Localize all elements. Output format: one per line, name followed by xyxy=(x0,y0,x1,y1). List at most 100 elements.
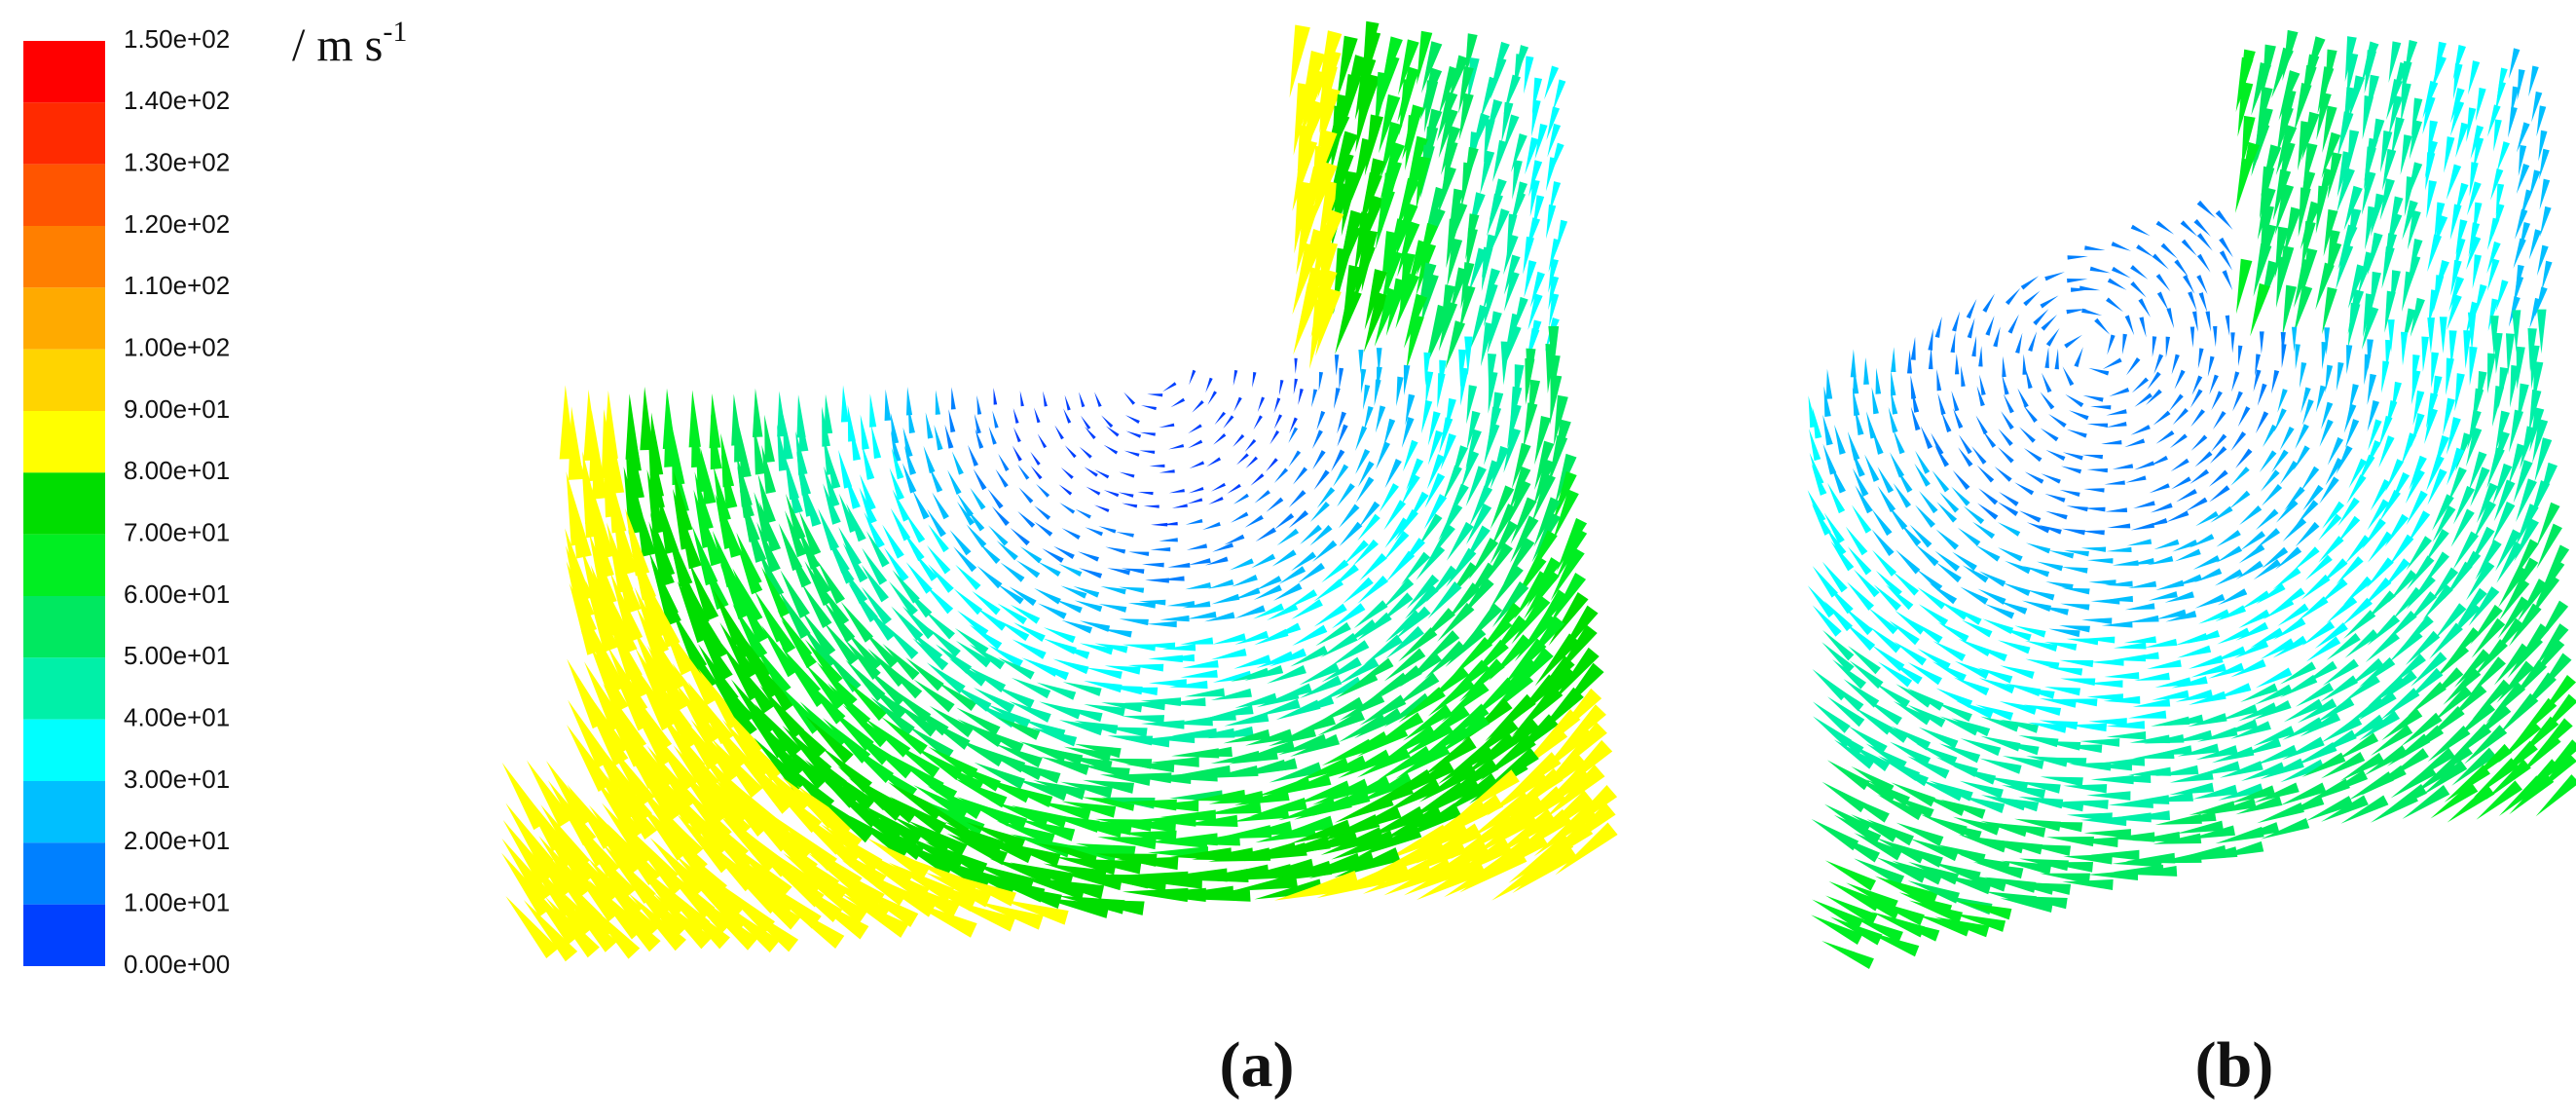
vector xyxy=(1978,571,2006,587)
vector xyxy=(2314,696,2355,724)
vector xyxy=(666,524,693,587)
vector xyxy=(1438,108,1458,159)
vector xyxy=(2322,769,2369,798)
vector xyxy=(904,511,926,543)
vector xyxy=(1150,522,1168,527)
vector xyxy=(947,469,962,495)
vector xyxy=(1086,667,1122,680)
vector xyxy=(1438,503,1463,541)
vector xyxy=(1292,243,1320,316)
vector xyxy=(2089,266,2111,274)
vector xyxy=(2080,546,2107,552)
vector xyxy=(2517,579,2548,623)
vector xyxy=(1437,742,1494,785)
vector xyxy=(670,893,730,950)
vector xyxy=(699,507,723,567)
vector xyxy=(1234,605,1266,619)
vector xyxy=(2026,589,2055,601)
vector xyxy=(1971,521,1996,540)
vector xyxy=(2496,541,2524,583)
vector xyxy=(2301,620,2336,647)
vector xyxy=(2517,69,2525,101)
vector xyxy=(956,797,1013,827)
vector xyxy=(2432,494,2454,531)
vector xyxy=(1823,386,1831,418)
vector xyxy=(1406,458,1424,491)
vector xyxy=(1321,559,1349,583)
vector xyxy=(1833,739,1875,769)
vector xyxy=(736,532,762,586)
vector xyxy=(1084,680,1122,693)
vector xyxy=(719,815,779,873)
vector xyxy=(1244,665,1284,682)
vector xyxy=(692,526,718,586)
vector xyxy=(1976,465,1995,483)
vector xyxy=(2508,443,2526,487)
vector xyxy=(1189,461,1205,469)
vector xyxy=(1417,30,1433,85)
vector xyxy=(927,785,982,820)
vector xyxy=(2472,254,2483,289)
vector xyxy=(2134,672,2170,681)
vector xyxy=(630,857,686,917)
vector xyxy=(1844,794,1890,823)
vector xyxy=(2516,163,2530,195)
vector xyxy=(1312,450,1326,470)
vector xyxy=(2103,695,2141,704)
vector xyxy=(1893,429,1905,455)
vector xyxy=(2217,627,2251,645)
vector xyxy=(2520,426,2536,470)
vector xyxy=(2277,603,2309,626)
vector xyxy=(2466,560,2495,601)
vector xyxy=(1251,553,1276,569)
vector xyxy=(648,521,675,587)
vector xyxy=(891,447,904,480)
vector xyxy=(2107,523,2131,529)
vector xyxy=(1915,450,1931,474)
vector xyxy=(1207,579,1234,589)
vector xyxy=(2302,484,2324,511)
vector xyxy=(1078,568,1103,579)
vector xyxy=(2365,205,2377,250)
vector xyxy=(1308,851,1376,879)
vector xyxy=(1400,551,1431,585)
vector xyxy=(2405,630,2441,665)
vector xyxy=(799,621,836,669)
vector xyxy=(710,737,763,799)
vector xyxy=(2370,725,2413,756)
vector xyxy=(2337,168,2355,213)
vector xyxy=(974,413,981,434)
vector xyxy=(1231,511,1249,523)
colorbar-bin xyxy=(23,842,105,905)
vector xyxy=(2475,540,2502,580)
vector xyxy=(2517,122,2530,153)
vector xyxy=(1423,494,1448,530)
vector xyxy=(2262,483,2283,506)
vector xyxy=(2132,832,2181,842)
vector xyxy=(1405,114,1420,171)
vector xyxy=(1975,415,1988,435)
vector xyxy=(975,428,984,449)
vector xyxy=(1295,852,1362,878)
vector xyxy=(609,571,644,643)
vector xyxy=(2083,829,2131,840)
vector xyxy=(1206,457,1222,467)
colorbar-tick-label: 0.00e+00 xyxy=(124,950,230,979)
vector xyxy=(1823,725,1864,756)
vector xyxy=(2153,410,2171,426)
vector xyxy=(2130,265,2149,280)
vector xyxy=(2105,812,2152,823)
vector xyxy=(2455,432,2472,471)
vector xyxy=(1352,539,1380,567)
vector xyxy=(2131,377,2149,393)
vector xyxy=(1207,726,1254,739)
vector xyxy=(2316,92,2332,140)
vector xyxy=(2361,170,2376,215)
vector xyxy=(784,454,799,501)
vector xyxy=(1233,396,1242,412)
vector xyxy=(1060,585,1087,599)
vector xyxy=(2257,383,2267,406)
vector xyxy=(1140,773,1192,784)
vector xyxy=(690,719,742,782)
vector xyxy=(1994,466,2012,482)
